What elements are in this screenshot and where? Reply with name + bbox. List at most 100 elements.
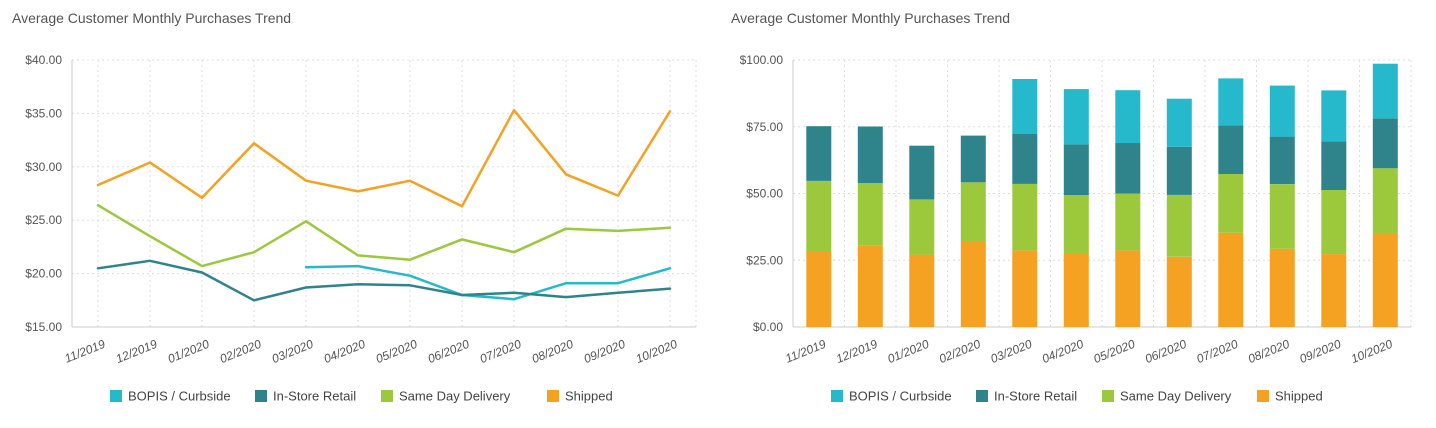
legend-item-same-day-delivery[interactable]: Same Day Delivery xyxy=(381,389,511,404)
bar-segment-shipped xyxy=(1269,248,1295,327)
x-tick-label: 02/2020 xyxy=(937,337,983,366)
y-tick-label: $30.00 xyxy=(25,160,62,174)
legend-label-in-store-retail: In-Store Retail xyxy=(273,389,356,404)
bar-segment-in-store-retail xyxy=(1115,143,1141,194)
series-line-shipped xyxy=(96,108,672,208)
series-line-in-store-retail xyxy=(96,259,672,302)
legend-swatch-bopis-curbside xyxy=(831,390,843,402)
series-line-same-day-delivery xyxy=(96,203,672,268)
bar-segment-in-store-retail xyxy=(960,135,986,183)
y-tick-label: $15.00 xyxy=(25,320,62,334)
bar-segment-same-day-delivery xyxy=(1012,183,1038,251)
bar-segment-shipped xyxy=(1321,254,1347,327)
y-tick-label: $50.00 xyxy=(746,187,783,201)
bar-segment-bopis-curbside xyxy=(1269,85,1295,137)
legend-item-shipped[interactable]: Shipped xyxy=(547,389,613,404)
y-tick-label: $35.00 xyxy=(25,106,62,120)
x-tick-label: 03/2020 xyxy=(270,337,316,366)
x-tick-label: 08/2020 xyxy=(530,337,576,366)
bar-segment-in-store-retail xyxy=(1321,141,1347,190)
bar-segment-in-store-retail xyxy=(1218,125,1244,174)
legend-label-same-day-delivery: Same Day Delivery xyxy=(399,389,511,404)
x-tick-label: 09/2020 xyxy=(1297,337,1343,366)
bar-chart: $0.00 $25.00 $50.00 $75.00 $100.00 11/2019 12/… xyxy=(740,53,1412,404)
x-tick-label: 02/2020 xyxy=(218,337,264,366)
bar-chart-panel: Average Customer Monthly Purchases Trend… xyxy=(718,0,1436,428)
bar-segment-same-day-delivery xyxy=(1372,168,1398,233)
x-tick-label: 06/2020 xyxy=(1143,337,1189,366)
x-tick-label: 09/2020 xyxy=(582,337,628,366)
y-tick-label: $75.00 xyxy=(746,120,783,134)
bar-segment-same-day-delivery xyxy=(1321,190,1347,255)
x-tick-label: 12/2019 xyxy=(114,337,160,366)
legend-swatch-same-day-delivery xyxy=(1102,390,1114,402)
bar-segment-bopis-curbside xyxy=(1166,98,1192,147)
legend-label-bopis-curbside: BOPIS / Curbside xyxy=(128,389,231,404)
bar-segment-same-day-delivery xyxy=(857,183,883,246)
bar-segment-same-day-delivery xyxy=(1115,193,1141,251)
x-tick-label: 03/2020 xyxy=(988,337,1034,366)
bar-segment-same-day-delivery xyxy=(1269,184,1295,249)
legend-item-in-store-retail[interactable]: In-Store Retail xyxy=(976,389,1077,404)
bar-segment-shipped xyxy=(1115,250,1141,327)
bar-segment-shipped xyxy=(909,254,935,327)
legend-label-same-day-delivery: Same Day Delivery xyxy=(1120,389,1232,404)
x-tick-label: 05/2020 xyxy=(374,337,420,366)
y-tick-label: $100.00 xyxy=(740,53,784,67)
bar-segment-same-day-delivery xyxy=(806,181,832,252)
bar-segment-shipped xyxy=(1063,253,1089,327)
bar-segment-bopis-curbside xyxy=(1012,79,1038,134)
bar-segment-in-store-retail xyxy=(1063,144,1089,196)
legend-item-shipped[interactable]: Shipped xyxy=(1257,389,1323,404)
bar-segment-shipped xyxy=(1012,250,1038,327)
bar-segment-in-store-retail xyxy=(1166,146,1192,195)
bar-chart-title: Average Customer Monthly Purchases Trend xyxy=(731,10,1011,26)
x-tick-label: 11/2019 xyxy=(63,337,108,366)
bar-segment-in-store-retail xyxy=(1372,118,1398,169)
line-chart-title: Average Customer Monthly Purchases Trend xyxy=(12,10,292,26)
legend-swatch-in-store-retail xyxy=(976,390,988,402)
x-tick-label: 01/2020 xyxy=(166,337,212,366)
legend-label-shipped: Shipped xyxy=(1275,389,1323,404)
legend-item-same-day-delivery[interactable]: Same Day Delivery xyxy=(1102,389,1232,404)
x-tick-label: 10/2020 xyxy=(1349,337,1395,366)
x-tick-label: 06/2020 xyxy=(426,337,472,366)
bar-segment-in-store-retail xyxy=(806,126,832,181)
legend-label-in-store-retail: In-Store Retail xyxy=(994,389,1077,404)
y-tick-label: $25.00 xyxy=(746,253,783,267)
x-tick-label: 04/2020 xyxy=(1040,337,1086,366)
bar-segment-shipped xyxy=(1218,232,1244,327)
legend-item-bopis-curbside[interactable]: BOPIS / Curbside xyxy=(110,389,231,404)
bar-segment-shipped xyxy=(857,245,883,327)
line-chart-panel: Average Customer Monthly Purchases Trend… xyxy=(12,10,697,404)
legend-item-bopis-curbside[interactable]: BOPIS / Curbside xyxy=(831,389,952,404)
x-tick-label: 07/2020 xyxy=(478,337,524,366)
y-tick-label: $20.00 xyxy=(25,267,62,281)
bar-segment-same-day-delivery xyxy=(960,182,986,241)
x-tick-label: 04/2020 xyxy=(322,337,368,366)
legend-item-in-store-retail[interactable]: In-Store Retail xyxy=(255,389,356,404)
bar-segment-same-day-delivery xyxy=(1218,174,1244,233)
legend-swatch-shipped xyxy=(1257,390,1269,402)
bar-segment-in-store-retail xyxy=(1269,136,1295,185)
line-chart: $15.00 $20.00 $25.00 $30.00 $35.00 $40.00 11/2… xyxy=(25,53,697,404)
bar-segment-bopis-curbside xyxy=(1218,78,1244,126)
x-tick-label: 08/2020 xyxy=(1246,337,1292,366)
bar-segment-same-day-delivery xyxy=(1166,194,1192,257)
bar-segment-shipped xyxy=(1166,256,1192,327)
bar-segment-shipped xyxy=(960,241,986,327)
x-tick-label: 07/2020 xyxy=(1194,337,1240,366)
bar-segment-bopis-curbside xyxy=(1372,63,1398,119)
x-tick-label: 11/2019 xyxy=(783,337,828,366)
bar-segment-shipped xyxy=(806,251,832,327)
bar-segment-in-store-retail xyxy=(857,126,883,184)
y-tick-label: $25.00 xyxy=(25,213,62,227)
legend-swatch-same-day-delivery xyxy=(381,390,393,402)
bar-segment-bopis-curbside xyxy=(1115,90,1141,144)
bar-segment-bopis-curbside xyxy=(1063,89,1089,145)
bar-segment-in-store-retail xyxy=(1012,134,1038,184)
bar-segment-bopis-curbside xyxy=(1321,90,1347,142)
legend-swatch-in-store-retail xyxy=(255,390,267,402)
x-tick-label: 05/2020 xyxy=(1091,337,1137,366)
series-line-bopis-curbside xyxy=(304,264,672,301)
